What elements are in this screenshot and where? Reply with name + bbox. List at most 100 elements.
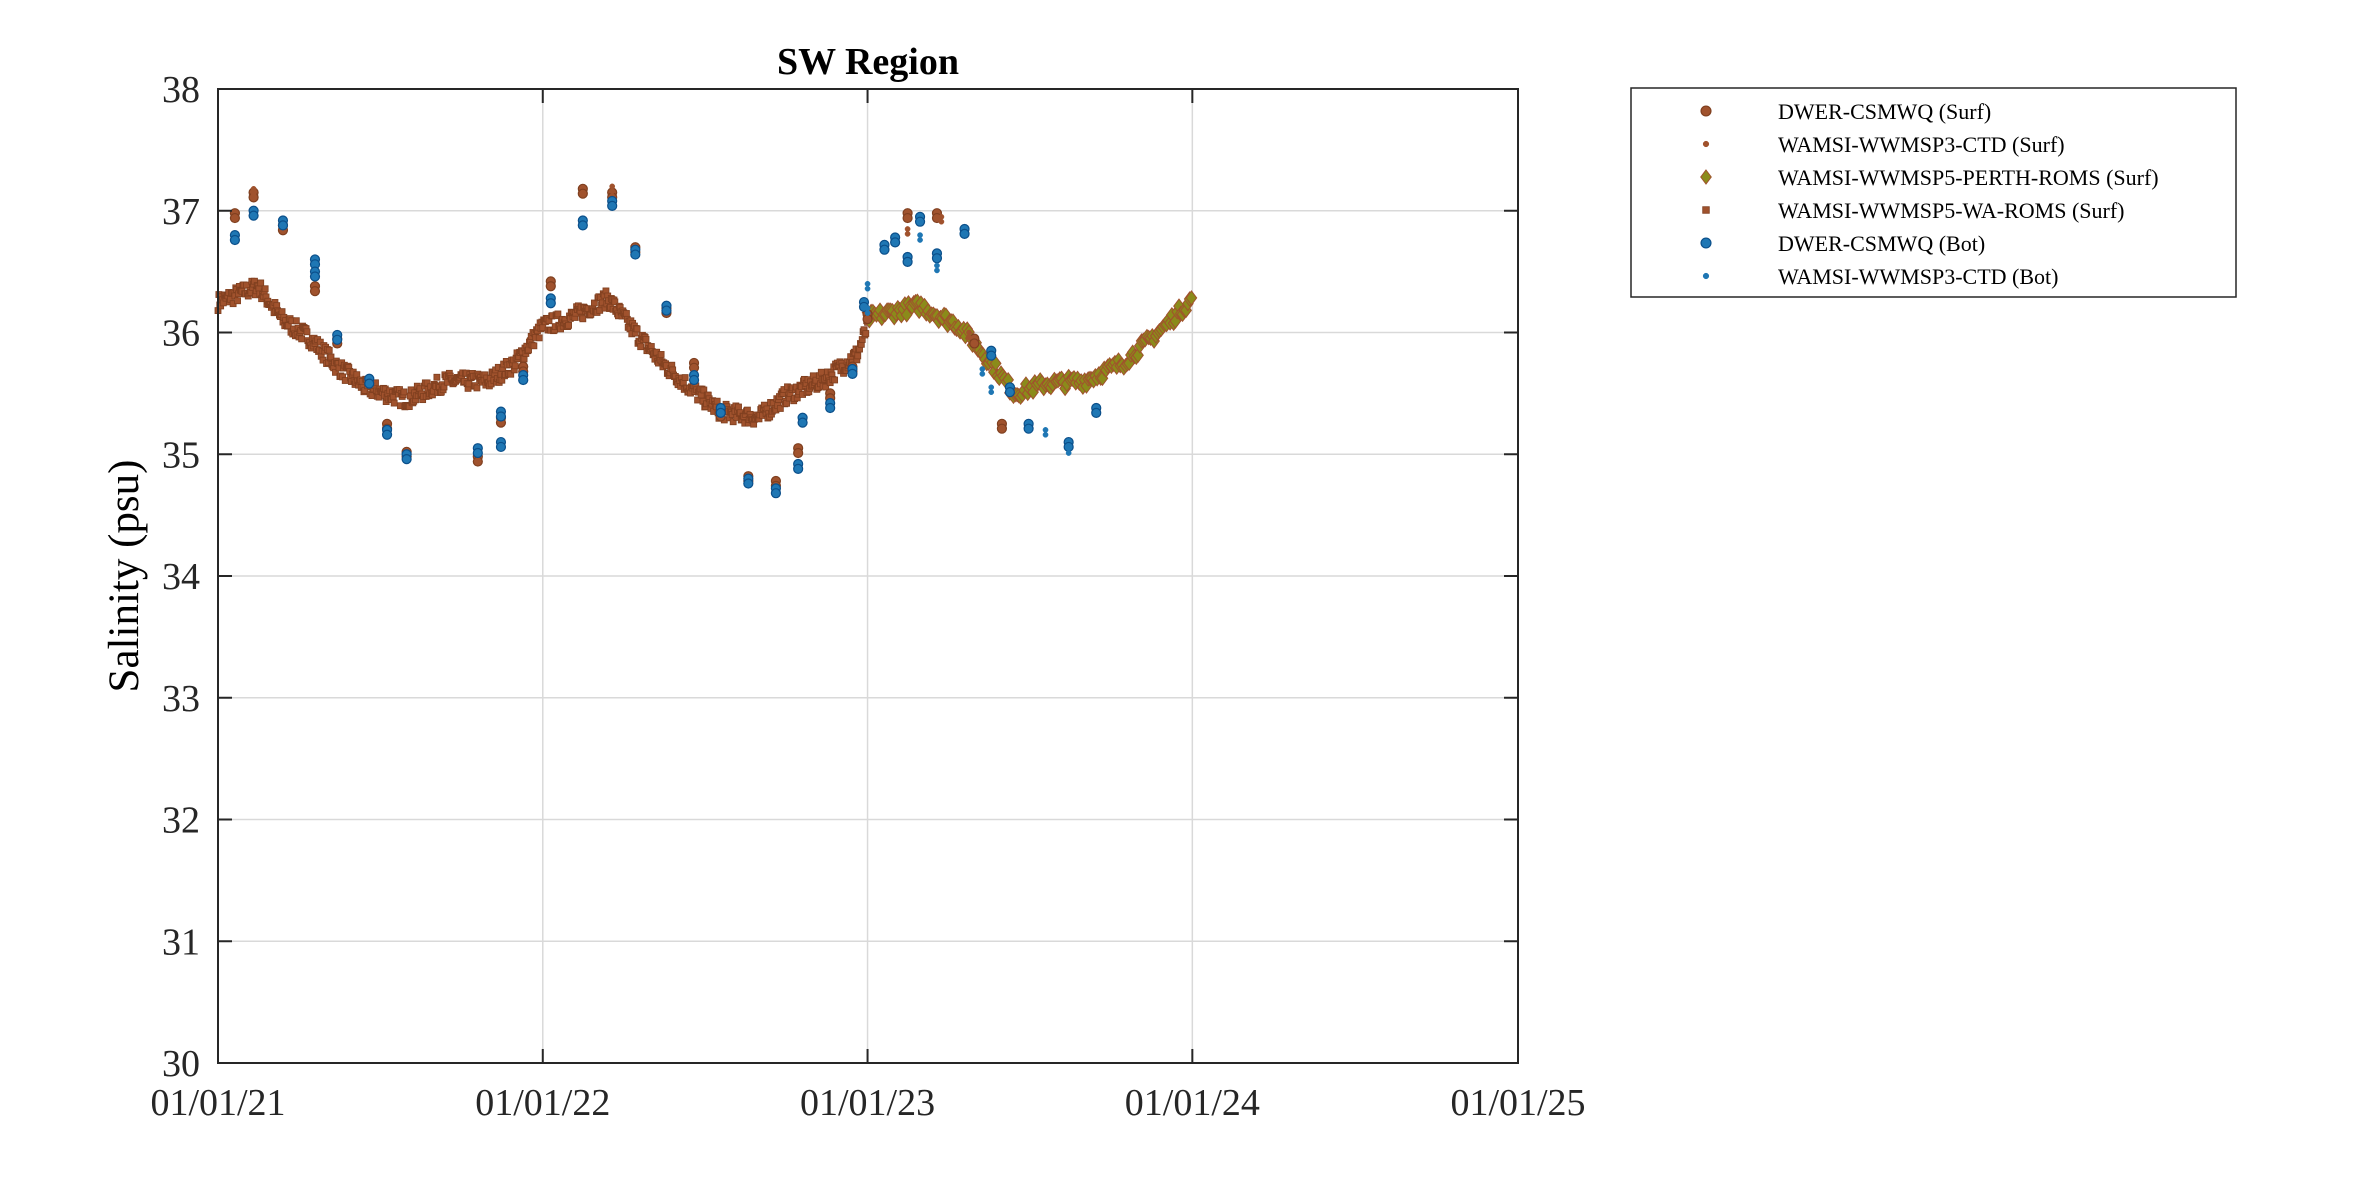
legend-marker <box>1702 140 1710 148</box>
data-point <box>250 185 257 192</box>
data-point <box>938 213 945 220</box>
data-point <box>257 279 265 287</box>
data-point <box>1004 387 1016 398</box>
data-point <box>390 399 398 407</box>
data-point <box>565 321 572 329</box>
data-point <box>917 232 923 238</box>
data-point <box>890 237 901 248</box>
data-point <box>511 362 519 370</box>
legend-entry-label: WAMSI-WWMSP3-CTD (Bot) <box>1778 264 2059 289</box>
legend-marker <box>1702 272 1710 280</box>
data-point <box>292 317 300 325</box>
data-point <box>681 374 689 381</box>
data-point <box>847 368 858 379</box>
data-point <box>902 256 913 267</box>
series-1 <box>229 183 1008 492</box>
data-point <box>472 447 483 459</box>
data-point <box>309 271 321 282</box>
data-point <box>630 249 641 260</box>
data-point <box>525 346 532 354</box>
data-point <box>931 253 943 264</box>
series-2 <box>250 183 972 341</box>
data-point <box>579 315 587 323</box>
data-point <box>545 298 556 309</box>
data-point <box>590 299 598 307</box>
data-point <box>854 352 862 360</box>
data-point <box>530 342 538 350</box>
data-point <box>661 305 672 316</box>
data-point <box>825 402 836 414</box>
data-point <box>554 310 562 318</box>
y-tick-label: 34 <box>162 556 200 598</box>
data-point <box>969 338 980 349</box>
legend-entry-label: WAMSI-WWMSP5-PERTH-ROMS (Surf) <box>1778 165 2159 190</box>
data-point <box>904 226 911 232</box>
data-point <box>535 334 543 342</box>
axis-ticks: 30 31 32 33 34 35 36 37 38 01/01/21 01/01/22 01/01/… <box>150 69 1585 1124</box>
data-point <box>735 403 742 411</box>
data-point <box>623 310 630 317</box>
data-point <box>637 343 645 351</box>
data-point <box>1065 445 1072 452</box>
x-tick-label: 01/01/25 <box>1450 1082 1585 1124</box>
data-points <box>214 183 1198 499</box>
data-point <box>822 383 830 391</box>
data-point <box>316 338 324 346</box>
data-point <box>1091 407 1102 418</box>
y-tick-label: 31 <box>162 921 200 963</box>
data-point <box>879 244 890 255</box>
data-point <box>938 218 945 225</box>
x-tick-label: 01/01/24 <box>1125 1082 1260 1124</box>
data-point <box>1023 423 1034 434</box>
legend-marker <box>1702 206 1710 214</box>
data-point <box>988 389 995 396</box>
data-point <box>657 351 665 358</box>
data-point <box>797 417 808 428</box>
data-point <box>277 220 289 231</box>
data-point <box>770 488 782 499</box>
data-point <box>864 310 871 316</box>
data-point <box>1185 290 1198 306</box>
legend: DWER-CSMWQ (Surf) WAMSI-WWMSP3-CTD (Surf)… <box>1630 87 2237 298</box>
data-point <box>423 379 431 387</box>
data-point <box>401 454 412 465</box>
y-axis-label: Salinity (psu) <box>101 460 148 693</box>
data-point <box>864 305 871 311</box>
data-point <box>577 188 588 199</box>
series-3 <box>861 290 1198 405</box>
data-point <box>988 384 995 391</box>
data-point <box>904 231 911 237</box>
data-point <box>793 463 804 474</box>
data-point <box>229 234 241 246</box>
data-point <box>793 447 804 459</box>
data-point <box>298 335 306 343</box>
data-point <box>902 212 913 224</box>
data-point <box>472 456 483 467</box>
data-point <box>309 286 321 297</box>
data-point <box>229 212 241 224</box>
data-point <box>1042 431 1049 438</box>
y-tick-label: 30 <box>162 1043 200 1085</box>
y-tick-label: 35 <box>162 434 200 476</box>
data-point <box>1042 427 1049 433</box>
series-5 <box>229 195 1102 499</box>
y-tick-label: 36 <box>162 313 200 355</box>
data-point <box>917 237 923 243</box>
data-point <box>332 368 339 376</box>
data-point <box>729 418 737 426</box>
data-point <box>996 423 1008 434</box>
legend-entry-label: WAMSI-WWMSP3-CTD (Surf) <box>1778 132 2065 157</box>
data-point <box>715 407 726 418</box>
data-point <box>327 353 335 361</box>
data-point <box>364 378 375 389</box>
data-point <box>250 190 257 197</box>
grid-lines <box>218 89 1518 1063</box>
data-point <box>776 405 784 412</box>
data-point <box>278 308 286 316</box>
data-point <box>642 335 650 343</box>
data-point <box>303 328 311 336</box>
data-point <box>332 334 343 345</box>
y-tick-label: 38 <box>162 69 200 111</box>
data-point <box>700 386 708 394</box>
